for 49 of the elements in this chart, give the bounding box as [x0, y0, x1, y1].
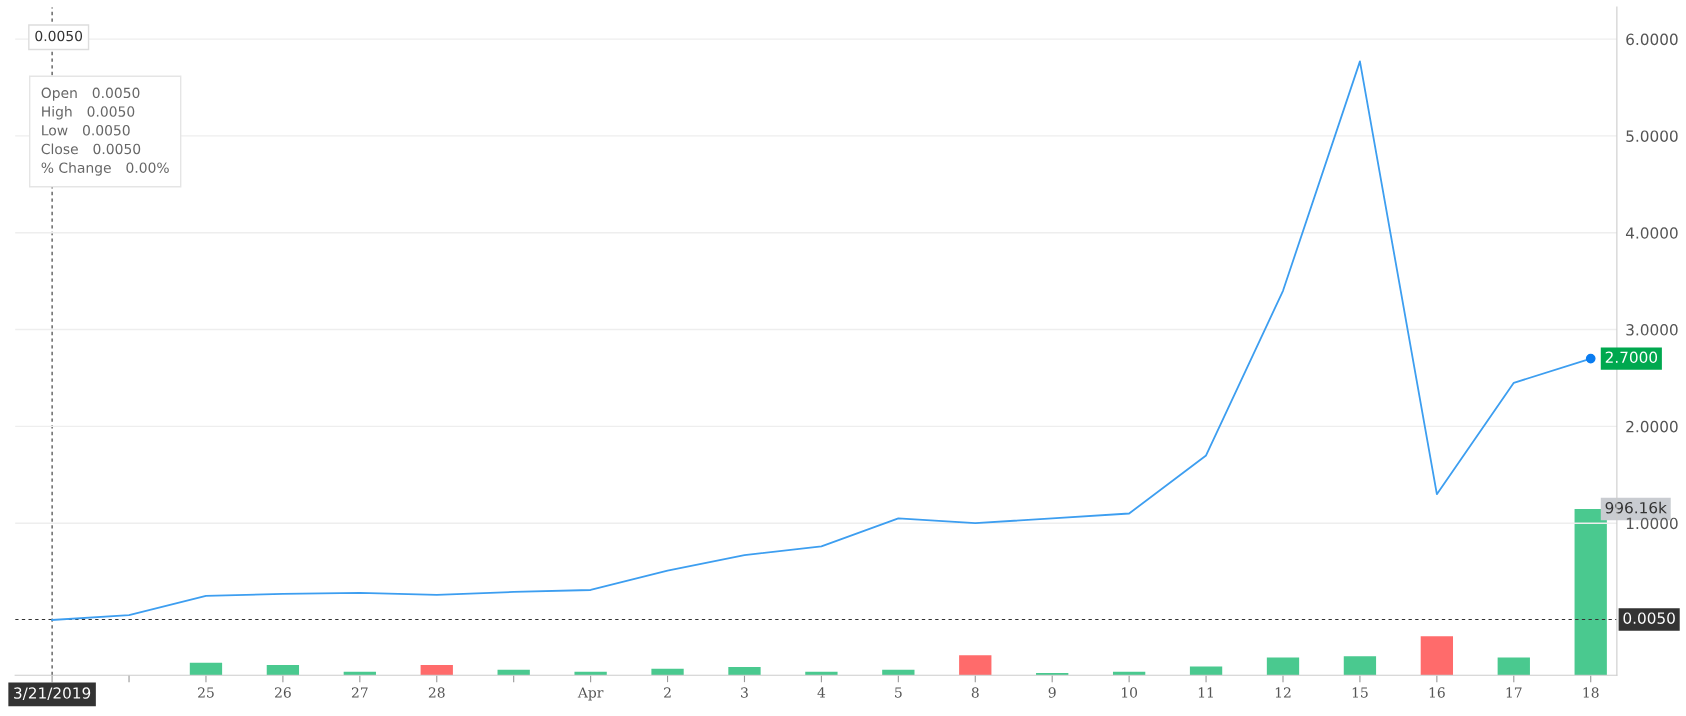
- y-tick-label: 3.0000: [1626, 324, 1678, 336]
- bar: [343, 671, 376, 676]
- bar: [574, 671, 607, 676]
- bar: [805, 671, 838, 676]
- y-tick-label: 2.0000: [1626, 420, 1678, 433]
- x-tick-label: 3/21/2019: [14, 687, 91, 701]
- bar: [1574, 509, 1607, 676]
- bar: [266, 664, 300, 676]
- x-tick-label: 27: [351, 687, 368, 698]
- x-tick-label: 18: [1583, 687, 1599, 698]
- x-tick-label: 16: [1429, 687, 1445, 698]
- x-tick-label: 12: [1275, 687, 1291, 698]
- bar: [1036, 673, 1069, 676]
- x-tick-label: 11: [1198, 687, 1213, 698]
- x-tick-label: 17: [1506, 687, 1522, 698]
- x-tick-label: 2: [664, 687, 671, 698]
- x-tick-label: 3: [741, 687, 748, 698]
- bar: [1497, 657, 1530, 676]
- x-tick-label: 28: [428, 687, 445, 698]
- ref-line-label: 0.0050: [1623, 612, 1675, 624]
- x-tick-label: 25: [198, 687, 214, 698]
- annotation: 0.0050: [35, 30, 83, 42]
- x-tick-label: 9: [1048, 687, 1056, 698]
- bar: [420, 664, 453, 676]
- x-tick-label: 5: [895, 687, 902, 698]
- bar: [497, 669, 530, 676]
- bar: [959, 655, 992, 676]
- x-tick-label: 10: [1121, 687, 1138, 698]
- bar: [189, 662, 223, 676]
- bar: [1343, 656, 1377, 676]
- bar: [651, 668, 684, 676]
- annotation: 996.16k: [1605, 501, 1667, 514]
- y-tick-label: 1.0000: [1626, 517, 1678, 530]
- x-tick-label: Apr: [577, 687, 604, 701]
- bar: [882, 669, 915, 676]
- x-tick-label: 8: [971, 687, 979, 698]
- x-tick-label: 15: [1352, 687, 1368, 698]
- x-tick-label: 4: [817, 687, 826, 698]
- y-tick-label: 6.0000: [1626, 33, 1678, 46]
- bar: [728, 667, 761, 676]
- bar: [1420, 636, 1454, 676]
- annotation: Open 0.0050 High 0.0050 Low 0.0050 Close 0.0050 % Change 0.00%: [41, 87, 169, 176]
- bar: [1266, 657, 1300, 676]
- x-tick-label: 26: [275, 687, 291, 698]
- bar: [1112, 671, 1146, 676]
- bar: [1189, 666, 1223, 676]
- y-tick-label: 4.0000: [1625, 227, 1678, 239]
- y-tick-label: 5.0000: [1626, 130, 1678, 142]
- data-label: 2.7000: [1605, 351, 1658, 364]
